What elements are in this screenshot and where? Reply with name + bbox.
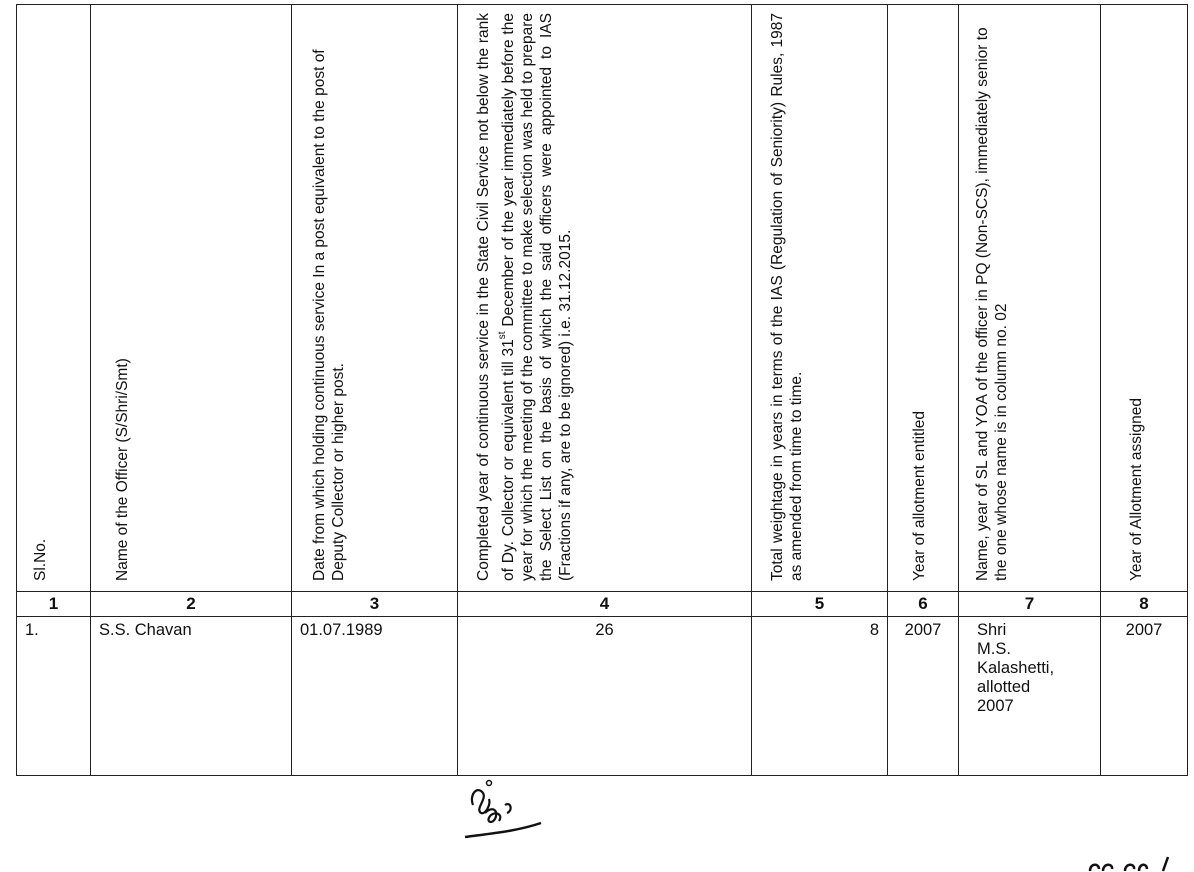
header-sl-no: Sl.No. (16, 4, 91, 592)
cell-name: S.S. Chavan (90, 616, 292, 776)
cell-yoa-entitled: 2007 (887, 616, 959, 776)
cell-weightage: 8 (751, 616, 888, 776)
header-name: Name of the Officer (S/Shri/Smt) (90, 4, 292, 592)
header-text: Completed year of continuous service in … (475, 13, 575, 581)
col-number: 7 (958, 591, 1101, 617)
column-number-row: 1 2 3 4 5 6 7 8 (16, 591, 1188, 617)
header-text: Name of the Officer (S/Shri/Smt) (114, 358, 131, 581)
header-text: Year of allotment entitled (911, 410, 928, 581)
header-text: Date from which holding continuous servi… (311, 49, 347, 581)
seniority-table: Sl.No. Name of the Officer (S/Shri/Smt) … (16, 4, 1188, 776)
col-number: 4 (457, 591, 752, 617)
cell-sl: 1. (16, 616, 91, 776)
handwritten-mark (1088, 856, 1170, 872)
cell-date: 01.07.1989 (291, 616, 458, 776)
header-text: Year of Allotment assigned (1128, 398, 1145, 581)
col-number: 8 (1100, 591, 1188, 617)
col-number: 2 (90, 591, 292, 617)
header-weightage: Total weightage in years in terms of the… (751, 4, 888, 592)
header-text: Sl.No. (32, 538, 49, 581)
table-row: 1. S.S. Chavan 01.07.1989 26 8 2007 Shri… (16, 616, 1188, 776)
col-number: 6 (887, 591, 959, 617)
header-date: Date from which holding continuous servi… (291, 4, 458, 592)
cell-yoa-assigned: 2007 (1100, 616, 1188, 776)
header-completed-years: Completed year of continuous service in … (457, 4, 752, 592)
header-text: Total weightage in years in terms of the… (769, 13, 805, 581)
signature-initials (464, 779, 542, 839)
header-yoa-entitled: Year of allotment entitled (887, 4, 959, 592)
col-number: 1 (16, 591, 91, 617)
cell-years: 26 (457, 616, 752, 776)
header-row: Sl.No. Name of the Officer (S/Shri/Smt) … (16, 4, 1188, 592)
header-senior-officer: Name, year of SL and YOA of the officer … (958, 4, 1101, 592)
cell-senior-officer: Shri M.S. Kalashetti, allotted 2007 (958, 616, 1101, 776)
col-number: 3 (291, 591, 458, 617)
header-yoa-assigned: Year of Allotment assigned (1100, 4, 1188, 592)
header-text: Name, year of SL and YOA of the officer … (974, 27, 1010, 581)
col-number: 5 (751, 591, 888, 617)
